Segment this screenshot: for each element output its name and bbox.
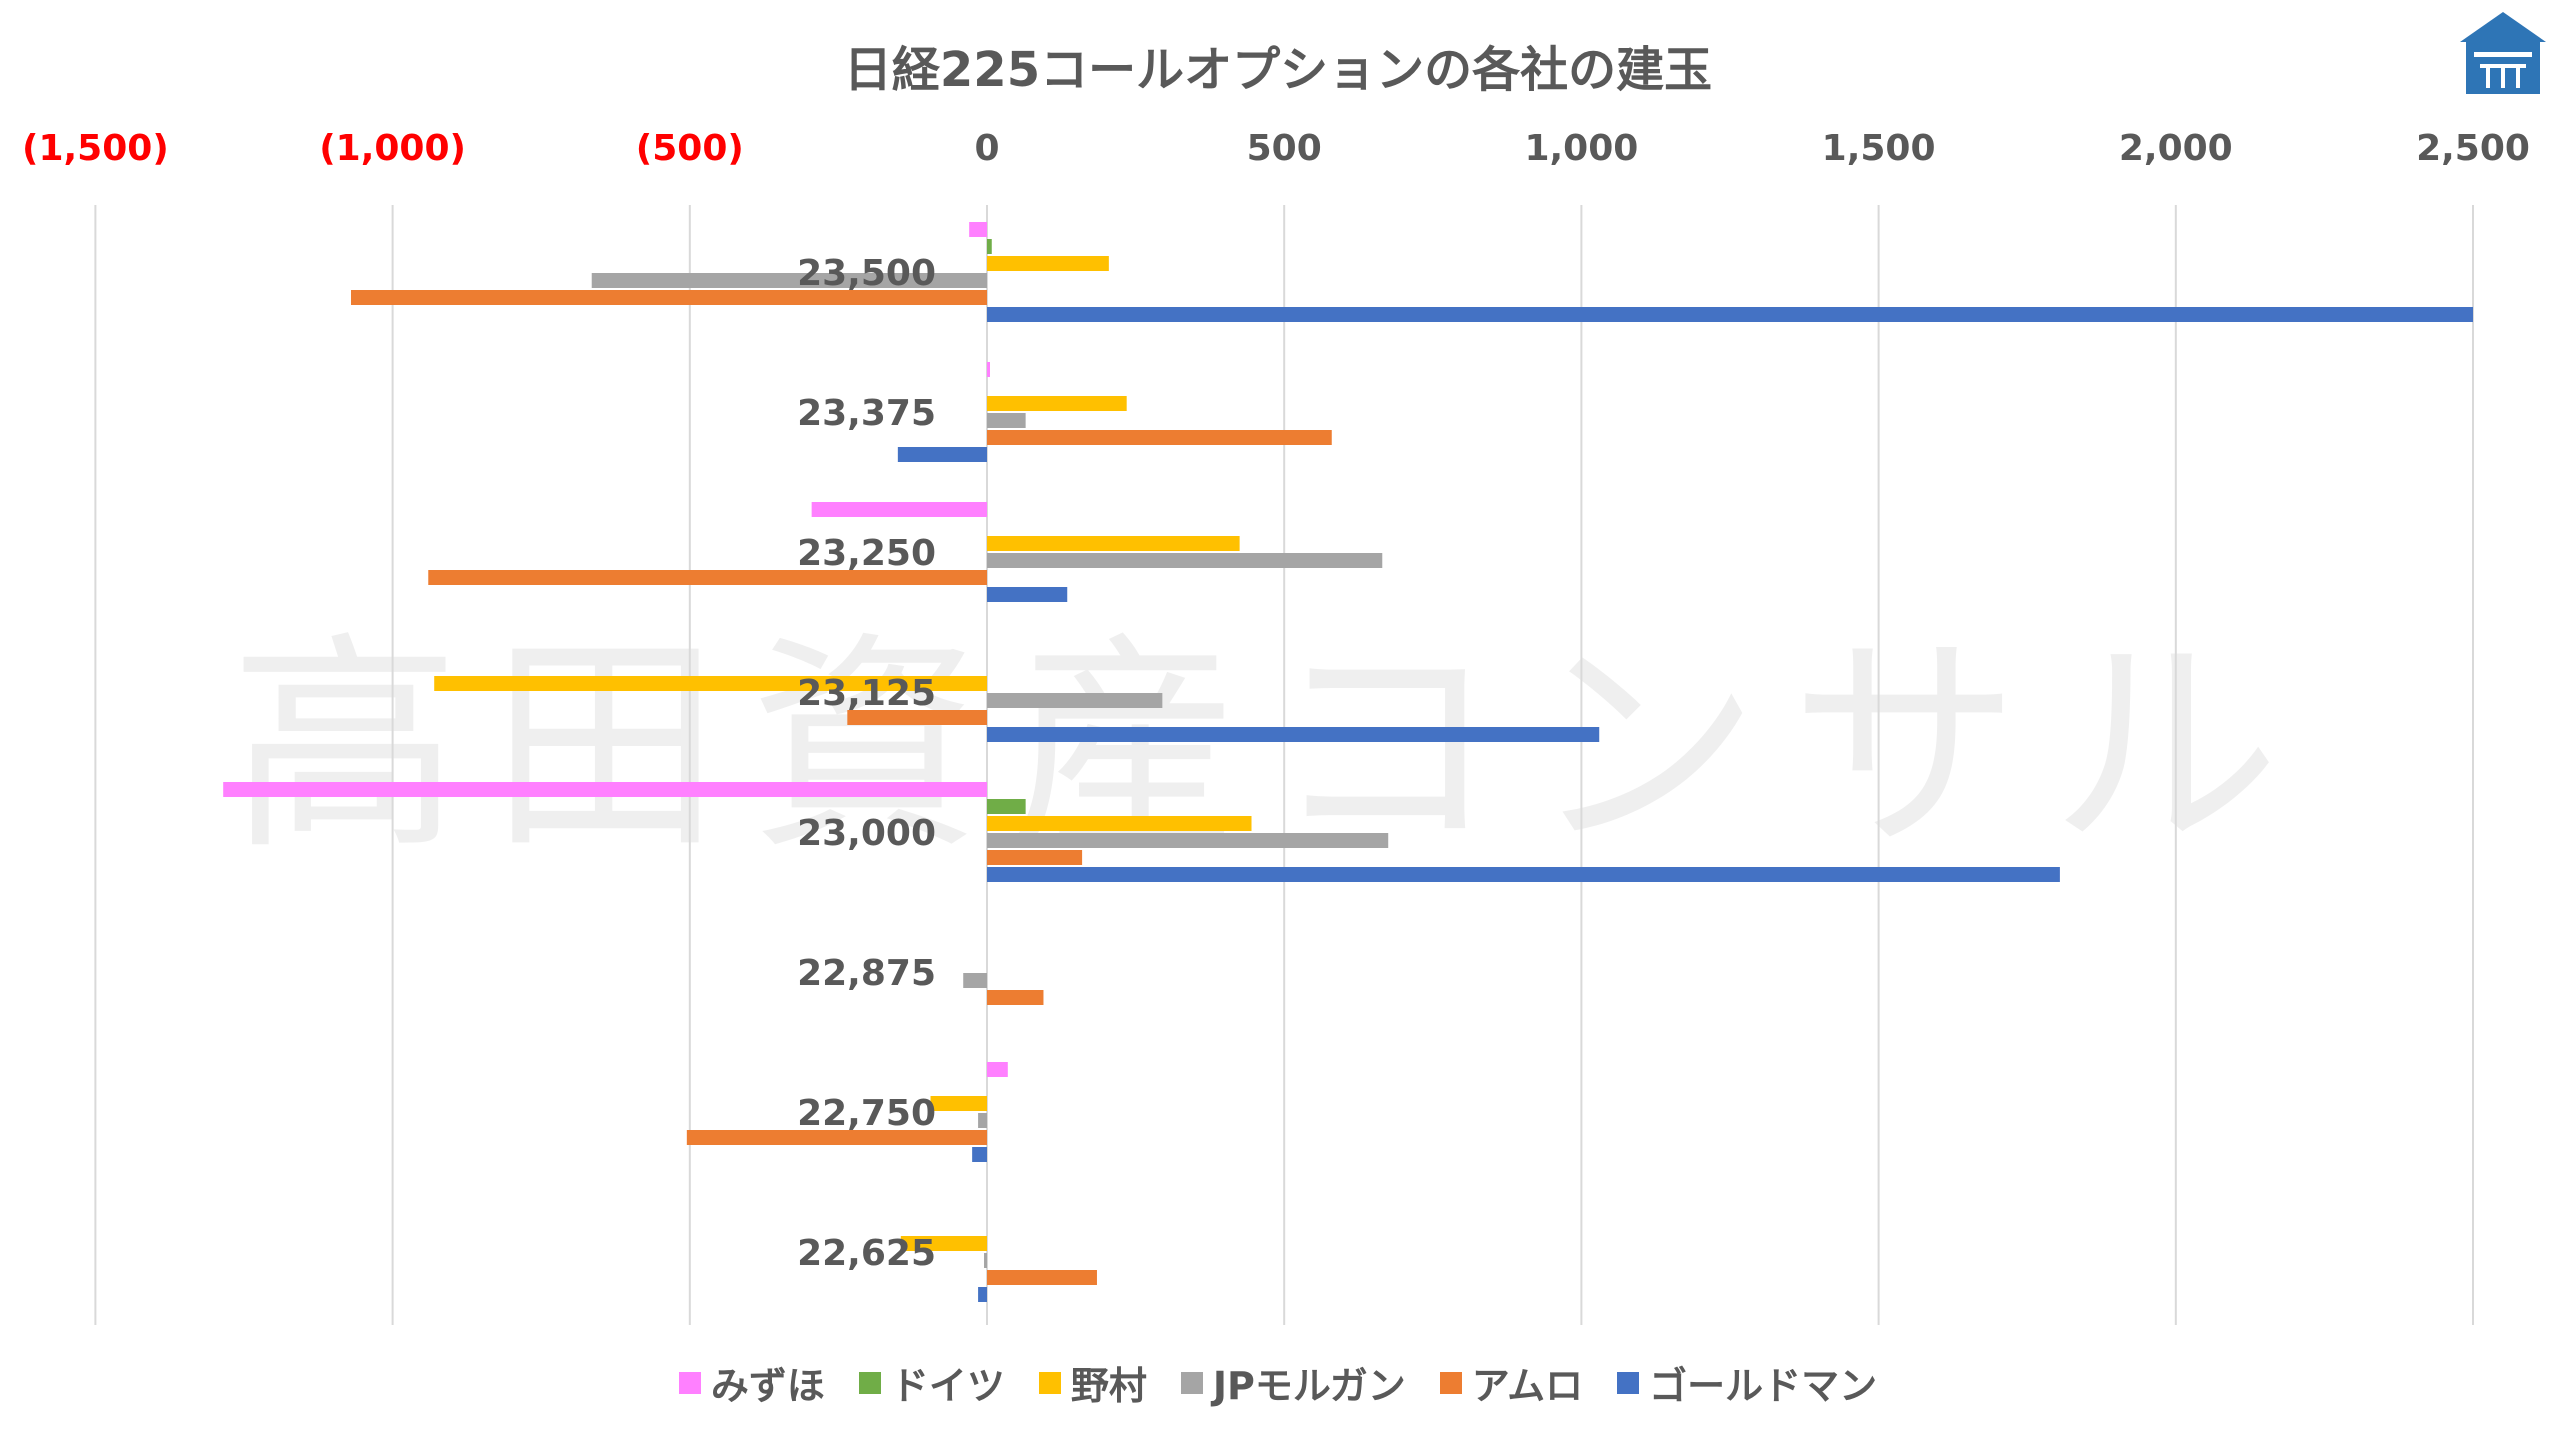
chart-legend: みずほ ドイツ 野村 JPモルガン アムロ ゴールドマン: [0, 1355, 2556, 1410]
bar-みずほ-23,500: [969, 222, 987, 237]
legend-label: アムロ: [1471, 1364, 1584, 1408]
legend-item: JPモルガン: [1180, 1355, 1406, 1410]
bar-アムロ-23,250: [428, 570, 987, 585]
bar-アムロ-22,750: [686, 1130, 987, 1145]
bar-野村-23,375: [987, 396, 1127, 411]
bar-ゴールドマン-23,500: [987, 307, 2473, 322]
bar-ゴールドマン-22,750: [972, 1147, 987, 1162]
legend-item: ゴールドマン: [1617, 1355, 1877, 1410]
legend-label: ドイツ: [890, 1364, 1005, 1408]
legend-swatch: [1038, 1371, 1061, 1394]
bar-JPモルガン-23,250: [987, 553, 1383, 568]
bar-みずほ-23,375: [987, 362, 990, 377]
category-label: 23,000: [797, 813, 936, 854]
x-tick-label: (1,000): [319, 128, 466, 169]
bar-みずほ-22,750: [987, 1062, 1008, 1077]
legend-item: アムロ: [1439, 1355, 1584, 1410]
bar-ゴールドマン-22,625: [978, 1287, 987, 1302]
bar-JPモルガン-23,375: [987, 413, 1026, 428]
x-tick-label: 1,000: [1524, 128, 1638, 169]
category-label: 22,875: [797, 953, 936, 994]
bar-野村-23,250: [987, 536, 1240, 551]
category-label: 23,250: [797, 533, 936, 574]
legend-swatch: [1617, 1371, 1640, 1394]
category-label: 22,625: [797, 1233, 936, 1274]
bar-JPモルガン-23,125: [987, 693, 1163, 708]
bar-アムロ-23,500: [350, 290, 987, 305]
bar-アムロ-23,125: [847, 710, 987, 725]
legend-label: みずほ: [710, 1364, 825, 1408]
category-label: 23,125: [797, 673, 936, 714]
legend-swatch: [858, 1371, 881, 1394]
category-label: 23,500: [797, 253, 936, 294]
bar-ゴールドマン-23,375: [897, 447, 987, 462]
x-tick-label: 2,000: [2119, 128, 2233, 169]
bar-野村-22,625: [900, 1236, 987, 1251]
bar-JPモルガン-22,875: [963, 973, 987, 988]
legend-item: みずほ: [678, 1355, 825, 1410]
bar-アムロ-23,375: [987, 430, 1332, 445]
category-label: 22,750: [797, 1093, 936, 1134]
x-tick-label: (500): [636, 128, 744, 169]
x-tick-label: 2,500: [2416, 128, 2530, 169]
bar-アムロ-23,000: [987, 850, 1083, 865]
x-tick-label: 1,500: [1822, 128, 1936, 169]
legend-swatch: [1180, 1371, 1203, 1394]
bar-ゴールドマン-23,250: [987, 587, 1068, 602]
bar-JPモルガン-22,750: [978, 1113, 987, 1128]
bar-JPモルガン-23,000: [987, 833, 1389, 848]
bar-野村-23,125: [434, 676, 987, 691]
x-tick-label: (1,500): [22, 128, 169, 169]
bar-野村-22,750: [930, 1096, 987, 1111]
bar-アムロ-22,625: [987, 1270, 1097, 1285]
x-tick-label: 0: [974, 128, 999, 169]
category-label: 23,375: [797, 393, 936, 434]
bar-みずほ-23,250: [811, 502, 987, 517]
bar-野村-23,000: [987, 816, 1252, 831]
legend-item: 野村: [1038, 1355, 1147, 1410]
bar-みずほ-23,000: [223, 782, 988, 797]
bar-野村-23,500: [987, 256, 1109, 271]
legend-label: JPモルガン: [1212, 1364, 1406, 1408]
bar-ドイツ-23,500: [987, 239, 992, 254]
bar-ゴールドマン-23,000: [987, 867, 2060, 882]
house-logo-icon: [2460, 12, 2546, 94]
bar-ドイツ-23,000: [987, 799, 1026, 814]
x-tick-label: 500: [1247, 128, 1322, 169]
legend-swatch: [1439, 1371, 1462, 1394]
bar-ゴールドマン-23,125: [987, 727, 1600, 742]
bar-アムロ-22,875: [987, 990, 1044, 1005]
bar-JPモルガン-23,500: [591, 273, 987, 288]
bar-JPモルガン-22,625: [984, 1253, 988, 1268]
legend-label: 野村: [1070, 1364, 1147, 1408]
chart-title: 日経225コールオプションの各社の建玉: [843, 42, 1713, 98]
legend-item: ドイツ: [858, 1355, 1005, 1410]
legend-label: ゴールドマン: [1649, 1364, 1878, 1408]
legend-swatch: [678, 1371, 701, 1394]
